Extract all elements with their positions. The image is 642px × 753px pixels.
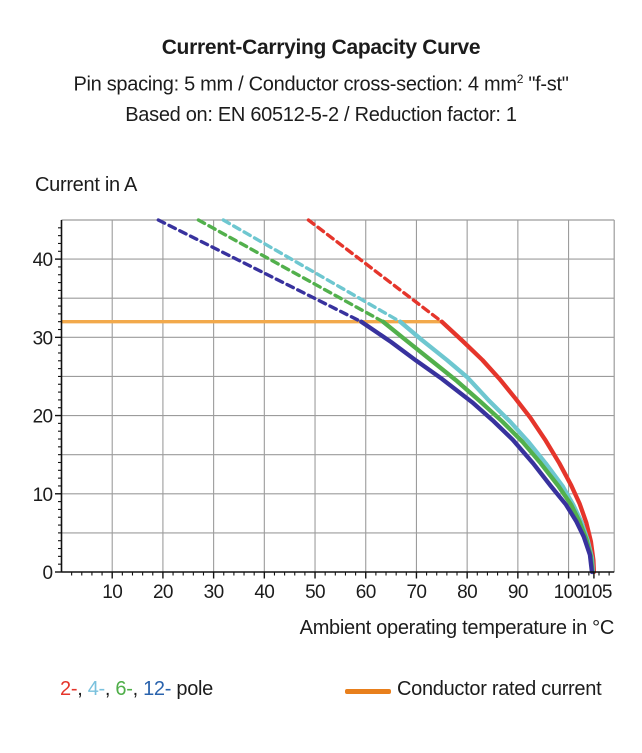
curve-dashed-2-pole	[306, 218, 444, 324]
x-tick-label: 90	[508, 582, 528, 603]
y-tick-label: 20	[33, 407, 53, 428]
x-tick-label: 105	[582, 582, 612, 603]
y-axis-title: Current in A	[35, 174, 138, 196]
y-tick-label: 10	[33, 485, 53, 506]
y-tick-label: 0	[43, 563, 53, 584]
x-tick-label: 40	[254, 582, 274, 603]
legend-pole-6: 6-	[115, 678, 133, 700]
subtitle-line2: Based on: EN 60512-5-2 / Reduction facto…	[125, 103, 517, 126]
header: Current-Carrying Capacity Curve Pin spac…	[0, 33, 642, 130]
legend-separator: ,	[77, 678, 88, 700]
subtitle-superscript: 2	[516, 71, 524, 86]
legend-pole-suffix: pole	[171, 678, 213, 700]
x-tick-label: 20	[153, 582, 173, 603]
x-tick-label: 30	[204, 582, 224, 603]
curve-dashed-4-pole	[221, 218, 402, 324]
subtitle-post: "f-st"	[523, 73, 569, 96]
x-tick-label: 70	[406, 582, 426, 603]
x-axis-title: Ambient operating temperature in °C	[299, 617, 615, 639]
rated-current-line-swatch	[345, 689, 391, 694]
legend-separator: ,	[104, 678, 116, 700]
y-tick-label: 30	[33, 328, 53, 349]
x-tick-label: 80	[457, 582, 477, 603]
x-tick-label: 100	[554, 582, 584, 603]
curve-solid-12-pole	[359, 319, 595, 575]
page-title: Current-Carrying Capacity Curve	[161, 36, 481, 59]
rated-current-label: Conductor rated current	[397, 678, 602, 700]
legend-separator: ,	[132, 678, 144, 700]
legend-pole-2: 2-	[60, 678, 78, 700]
subtitle-line1: Pin spacing: 5 mm / Conductor cross-sect…	[0, 64, 642, 100]
curve-solid-2-pole	[439, 319, 597, 575]
x-tick-label: 50	[305, 582, 325, 603]
legend-poles: 2-, 4-, 6-, 12- pole	[60, 678, 213, 701]
curve-dashed-12-pole	[156, 218, 363, 324]
y-tick-label: 40	[33, 250, 53, 271]
x-tick-label: 60	[356, 582, 376, 603]
subtitle-pre: Pin spacing: 5 mm / Conductor cross-sect…	[73, 73, 517, 96]
curve-dashed-6-pole	[196, 218, 385, 324]
legend-pole-4: 4-	[87, 678, 105, 700]
legend-pole-12: 12-	[143, 678, 172, 700]
x-tick-label: 10	[102, 582, 122, 603]
